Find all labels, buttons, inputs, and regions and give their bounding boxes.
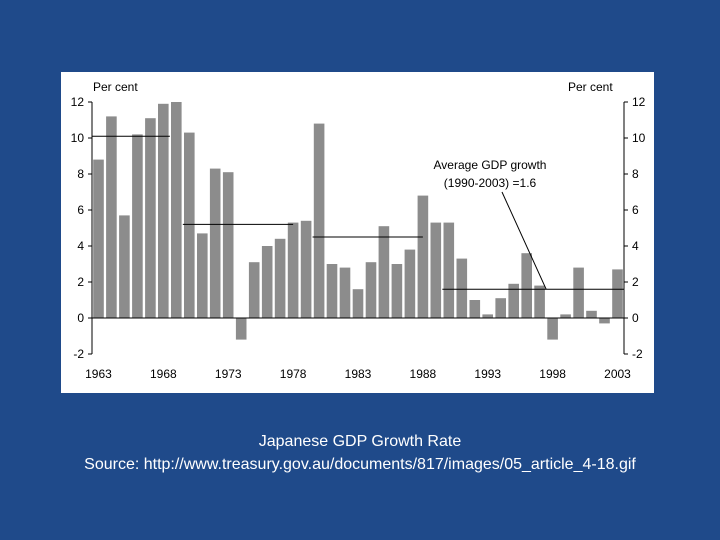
annotation-pointer-line bbox=[501, 191, 547, 290]
right-y-tick-label: -2 bbox=[632, 347, 643, 361]
right-axis-unit-label: Per cent bbox=[568, 80, 613, 94]
bar-1971 bbox=[197, 233, 208, 318]
bar-2000 bbox=[573, 267, 584, 318]
bar-1998 bbox=[547, 318, 558, 340]
x-tick-label: 1988 bbox=[410, 367, 437, 381]
bar-1984 bbox=[365, 262, 377, 318]
right-y-tick-label: 0 bbox=[632, 311, 639, 325]
bar-1964 bbox=[106, 116, 117, 319]
bar-1963 bbox=[93, 159, 104, 318]
bar-1974 bbox=[235, 318, 247, 340]
bar-1993 bbox=[482, 314, 493, 318]
bar-2003 bbox=[612, 269, 623, 318]
bar-1985 bbox=[378, 226, 390, 318]
x-tick-label: 1968 bbox=[150, 367, 177, 381]
bar-1999 bbox=[560, 314, 571, 318]
left-y-tick-label: 10 bbox=[71, 131, 85, 145]
bar-1966 bbox=[132, 134, 143, 318]
x-tick-label: 1993 bbox=[474, 367, 501, 381]
bar-1973 bbox=[222, 172, 234, 318]
bar-1977 bbox=[274, 238, 286, 318]
gdp-growth-bar-chart: -2 -2 0 0 2 2 4 4 6 6 8 8 10 10 12 12 1963 1968 1973 1978 19… bbox=[71, 80, 646, 381]
bar-1965 bbox=[119, 215, 130, 318]
bar-2002 bbox=[599, 318, 610, 324]
bar-1982 bbox=[339, 267, 351, 318]
left-axis-unit-label: Per cent bbox=[93, 80, 138, 94]
slide-caption-source: Source: http://www.treasury.gov.au/docum… bbox=[84, 456, 636, 473]
chart-panel: -2 -2 0 0 2 2 4 4 6 6 8 8 10 10 12 12 1963 1968 1973 1978 19… bbox=[61, 72, 654, 393]
bar-1969 bbox=[171, 102, 182, 318]
bar-1990 bbox=[443, 222, 455, 318]
bar-1983 bbox=[352, 289, 364, 318]
bar-1996 bbox=[521, 253, 532, 318]
bar-1980 bbox=[313, 123, 325, 318]
bar-1968 bbox=[158, 103, 169, 318]
left-y-tick-label: 8 bbox=[77, 167, 84, 181]
bar-1967 bbox=[145, 118, 156, 318]
x-tick-label: 2003 bbox=[604, 367, 631, 381]
bar-1994 bbox=[495, 298, 506, 318]
bar-1975 bbox=[248, 262, 260, 318]
right-y-tick-label: 4 bbox=[632, 239, 639, 253]
bar-1978 bbox=[287, 222, 299, 318]
left-y-tick-label: 6 bbox=[77, 203, 84, 217]
bar-1976 bbox=[261, 246, 273, 318]
bar-1997 bbox=[534, 285, 545, 318]
left-y-tick-label: -2 bbox=[73, 347, 84, 361]
left-y-tick-label: 12 bbox=[71, 95, 85, 109]
bar-1991 bbox=[456, 258, 468, 318]
x-tick-label: 1998 bbox=[539, 367, 566, 381]
bar-1979 bbox=[300, 220, 312, 318]
left-y-tick-label: 4 bbox=[77, 239, 84, 253]
bar-1972 bbox=[209, 168, 221, 318]
annotation-line-2: (1990-2003) =1.6 bbox=[444, 176, 537, 190]
bar-1989 bbox=[430, 222, 442, 318]
right-y-tick-label: 6 bbox=[632, 203, 639, 217]
bar-2001 bbox=[586, 310, 597, 318]
annotation-line-1: Average GDP growth bbox=[434, 158, 547, 172]
bar-1987 bbox=[404, 249, 416, 318]
right-y-tick-label: 2 bbox=[632, 275, 639, 289]
x-tick-label: 1963 bbox=[85, 367, 112, 381]
right-y-tick-label: 12 bbox=[632, 95, 646, 109]
bar-1970 bbox=[184, 132, 195, 318]
left-y-tick-label: 2 bbox=[77, 275, 84, 289]
x-tick-label: 1978 bbox=[280, 367, 307, 381]
bar-1986 bbox=[391, 264, 403, 318]
left-y-tick-label: 0 bbox=[77, 311, 84, 325]
slide-caption-title: Japanese GDP Growth Rate bbox=[258, 433, 462, 450]
bar-1992 bbox=[469, 300, 481, 318]
bar-1988 bbox=[417, 195, 429, 318]
x-tick-label: 1973 bbox=[215, 367, 242, 381]
x-tick-label: 1983 bbox=[345, 367, 372, 381]
bar-1995 bbox=[508, 283, 519, 318]
bar-1981 bbox=[326, 264, 338, 318]
right-y-tick-label: 10 bbox=[632, 131, 646, 145]
right-y-tick-label: 8 bbox=[632, 167, 639, 181]
